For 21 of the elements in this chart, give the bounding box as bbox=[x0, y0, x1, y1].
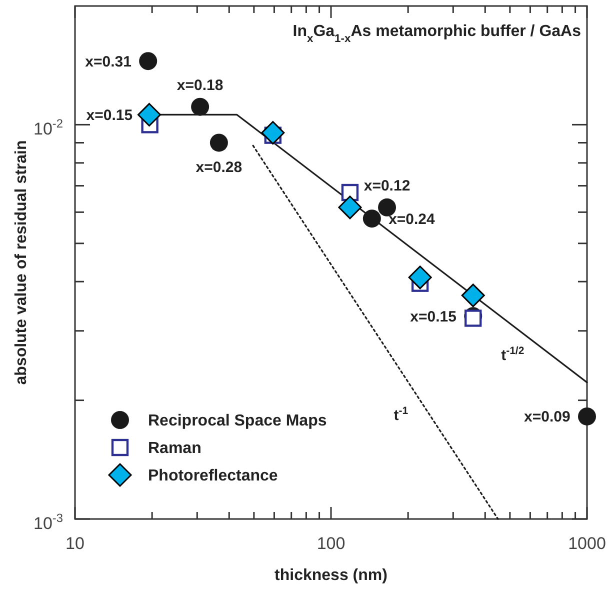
annotation: x=0.12 bbox=[364, 178, 410, 195]
legend-label: Raman bbox=[148, 440, 202, 458]
y-tick-label: 10$^{-2}$ bbox=[34, 116, 64, 139]
x-tick-label: 10 bbox=[66, 534, 84, 553]
x-axis-title: thickness (nm) bbox=[274, 567, 388, 584]
annotation: x=0.18 bbox=[176, 77, 224, 94]
annotation: t$^{-1/2}$ bbox=[501, 344, 524, 364]
x-tick-label: 100 bbox=[316, 534, 346, 553]
y-axis-title: absolute value of residual strain bbox=[13, 140, 30, 385]
annotation: x=0.24 bbox=[388, 210, 436, 228]
legend-label: Photoreflectance bbox=[148, 468, 278, 485]
annotation: x=0.31 bbox=[85, 53, 132, 70]
annotation: x=0.09 bbox=[524, 408, 570, 426]
annotation: x=0.15 bbox=[86, 106, 133, 124]
y-tick-label: 10$^{-3}$ bbox=[34, 511, 64, 533]
text: In$_{x}$Ga$_{1-x}$As metamorphic buffer / GaAs bbox=[292, 23, 582, 45]
annotation: x=0.28 bbox=[196, 158, 242, 176]
x-tick-label: 1000 bbox=[568, 534, 606, 553]
annotation: t$^{-1}$ bbox=[394, 404, 408, 424]
annotation: x=0.15 bbox=[410, 308, 456, 326]
legend-label: Reciprocal Space Maps bbox=[148, 412, 327, 430]
